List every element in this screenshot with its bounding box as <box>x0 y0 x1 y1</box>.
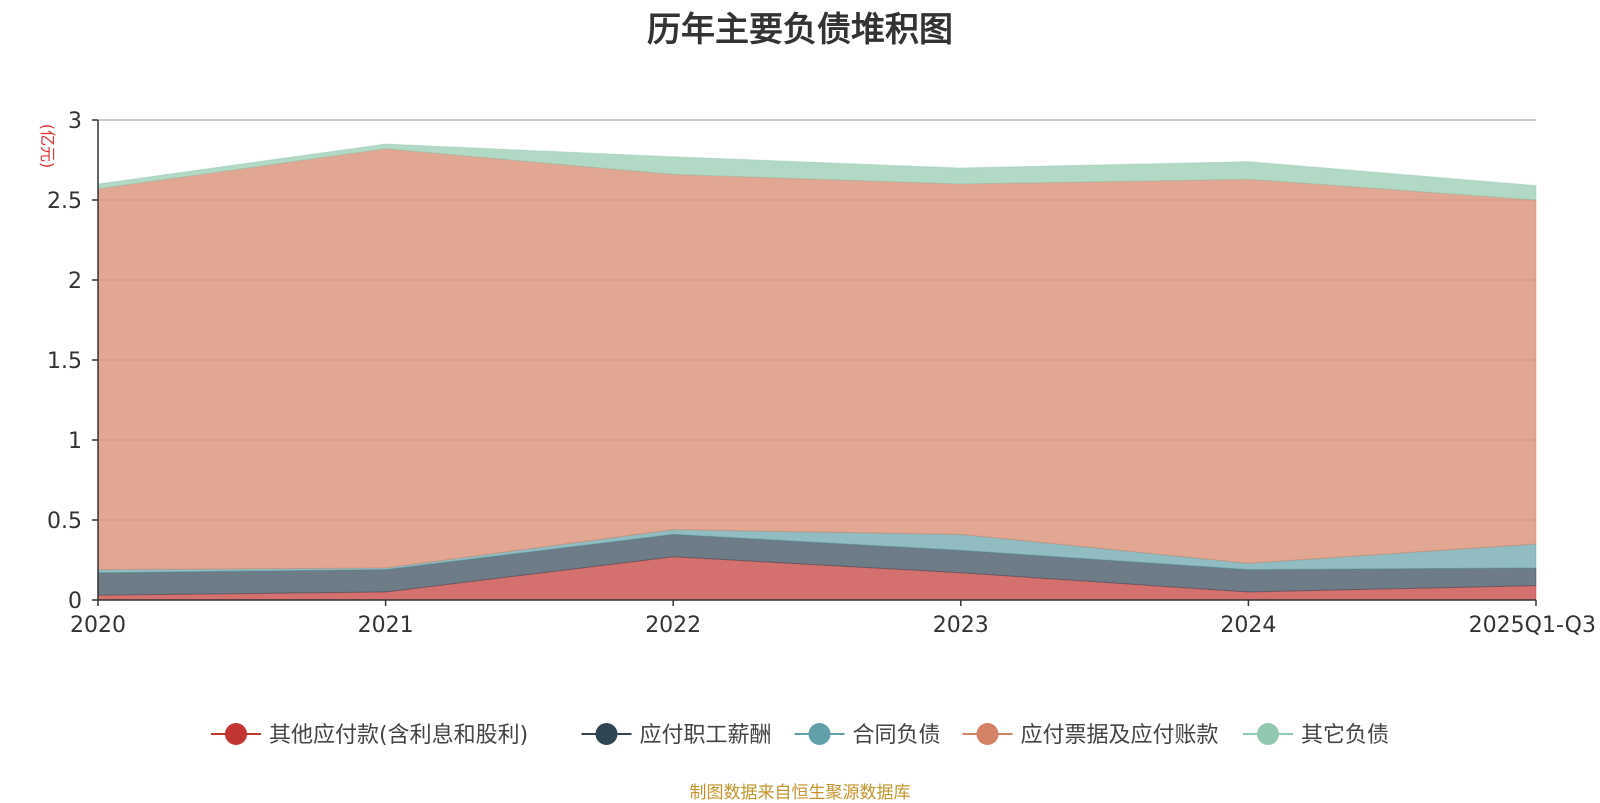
y-tick-label: 0.5 <box>47 509 82 534</box>
legend-label: 其它负债 <box>1301 723 1389 748</box>
legend-marker <box>976 723 999 745</box>
legend-label: 合同负债 <box>853 723 941 748</box>
x-tick-label: 2021 <box>358 613 414 638</box>
y-tick-label: 2 <box>68 269 82 294</box>
y-tick-label: 2.5 <box>47 189 82 214</box>
legend-item-1[interactable]: 应付职工薪酬 <box>581 723 772 748</box>
legend-label: 应付职工薪酬 <box>640 723 772 748</box>
x-tick-label: 2023 <box>933 613 989 638</box>
area-layer <box>97 143 1537 601</box>
y-tick-label: 1 <box>68 429 82 454</box>
legend-label: 其他应付款(含利息和股利) <box>269 723 528 748</box>
legend: 其他应付款(含利息和股利) 应付职工薪酬 合同负债 应付票据及应付账款 其它负债 <box>211 723 1389 748</box>
y-axis-unit-label: (亿元) <box>38 124 57 169</box>
legend-item-4[interactable]: 其它负债 <box>1243 723 1389 748</box>
chart-title: 历年主要负债堆积图 <box>647 10 953 50</box>
area-series-3 <box>97 148 1537 571</box>
y-tick-label: 1.5 <box>47 349 82 374</box>
data-source-note: 制图数据来自恒生聚源数据库 <box>689 783 911 803</box>
legend-marker <box>595 723 618 745</box>
x-tick-label: 2024 <box>1220 613 1276 638</box>
legend-marker <box>808 723 831 745</box>
x-tick-label: 2022 <box>645 613 701 638</box>
legend-marker <box>1257 723 1279 745</box>
axis-layer: 0 0.5 1 1.5 2 2.5 3 2020 2021 2022 2023 2024 2025Q1-… <box>47 109 1596 638</box>
legend-item-0[interactable]: 其他应付款(含利息和股利) <box>211 723 528 748</box>
y-tick-label: 3 <box>68 109 82 134</box>
x-tick-label: 2025Q1-Q3 <box>1469 613 1596 638</box>
legend-label: 应付票据及应付账款 <box>1021 723 1219 748</box>
legend-item-2[interactable]: 合同负债 <box>794 723 941 748</box>
y-tick-label: 0 <box>68 589 82 614</box>
x-tick-label: 2020 <box>70 613 126 638</box>
legend-item-3[interactable]: 应付票据及应付账款 <box>962 723 1219 748</box>
area-series-4 <box>97 143 1537 201</box>
legend-marker <box>225 723 247 745</box>
